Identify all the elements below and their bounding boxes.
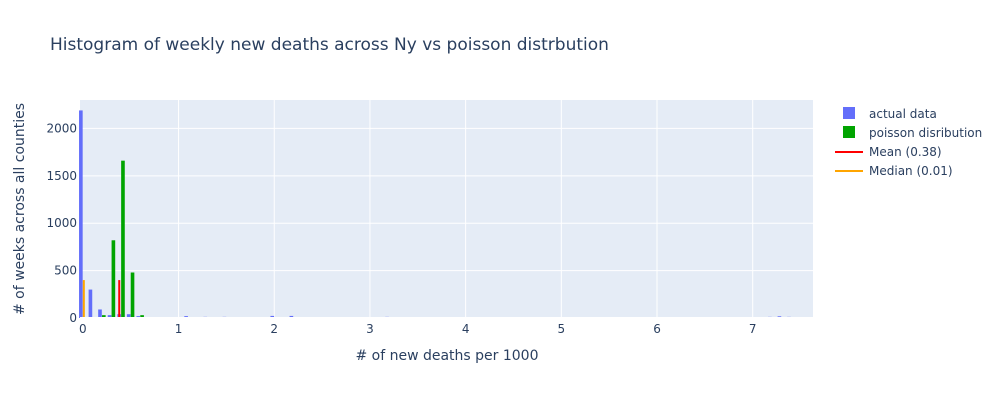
actual-data-bar xyxy=(107,315,112,318)
legend-label: Mean (0.38) xyxy=(869,145,942,159)
poisson-bar xyxy=(140,315,144,318)
actual-data-bar xyxy=(98,309,102,318)
x-tick-label: 3 xyxy=(366,322,374,336)
x-tick-label: 7 xyxy=(749,322,757,336)
poisson-bar xyxy=(111,240,116,318)
x-tick-label: 2 xyxy=(270,322,278,336)
actual-data-bar xyxy=(270,315,275,318)
actual-data-bar xyxy=(88,289,93,318)
y-tick-label: 1000 xyxy=(46,216,77,230)
legend-swatch xyxy=(843,107,855,119)
x-tick-label: 1 xyxy=(175,322,183,336)
legend-label: Median (0.01) xyxy=(869,164,953,178)
x-axis-title: # of new deaths per 1000 xyxy=(355,348,538,364)
y-axis-title: # of weeks across all counties xyxy=(12,103,28,315)
actual-data-bar xyxy=(126,314,131,318)
legend-label: poisson disribution xyxy=(869,126,982,140)
y-tick-label: 1500 xyxy=(46,169,77,183)
x-tick-label: 0 xyxy=(79,322,87,336)
chart-title: Histogram of weekly new deaths across Ny… xyxy=(50,35,609,55)
y-tick-label: 500 xyxy=(54,264,77,278)
legend-swatch xyxy=(843,126,855,138)
x-tick-label: 6 xyxy=(653,322,661,336)
poisson-bar xyxy=(130,272,135,318)
y-tick-label: 2000 xyxy=(46,121,77,135)
poisson-bar xyxy=(121,160,125,318)
y-tick-label: 0 xyxy=(69,311,77,325)
legend: actual data poisson disribution Mean (0.38… xyxy=(835,107,982,178)
plot-background xyxy=(80,100,813,318)
actual-data-bar xyxy=(79,110,83,318)
x-tick-label: 5 xyxy=(558,322,566,336)
x-tick-label: 4 xyxy=(462,322,470,336)
actual-data-bar xyxy=(289,315,294,318)
legend-label: actual data xyxy=(869,107,937,121)
poisson-bar xyxy=(102,315,106,318)
